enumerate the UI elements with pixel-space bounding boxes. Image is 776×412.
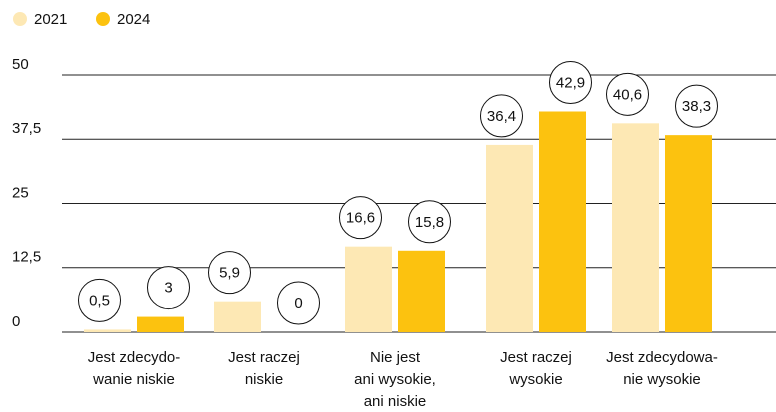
legend-label: 2024	[117, 11, 150, 28]
bar	[214, 301, 261, 332]
y-tick-label: 25	[12, 184, 29, 201]
value-label: 16,6	[346, 210, 375, 227]
x-tick-label: wysokie	[508, 371, 562, 388]
value-badge	[675, 84, 718, 128]
legend-swatch	[13, 12, 27, 26]
x-tick-label: wanie niskie	[92, 371, 175, 388]
x-tick-label: Jest raczej	[228, 349, 300, 366]
bar	[665, 135, 712, 332]
value-badge	[408, 200, 451, 244]
x-tick-label: nie wysokie	[623, 371, 701, 388]
value-label: 15,8	[415, 214, 444, 231]
bar	[612, 123, 659, 332]
value-label: 0	[294, 295, 302, 312]
bar	[398, 250, 445, 332]
x-tick-label: niskie	[245, 371, 283, 388]
value-badge	[78, 278, 121, 322]
x-tick-label: Jest raczej	[500, 349, 572, 366]
x-tick-label: Jest zdecydowa-	[606, 349, 718, 366]
bar	[486, 144, 533, 332]
y-tick-label: 37,5	[12, 120, 41, 137]
value-badge	[277, 281, 320, 325]
value-label: 0,5	[89, 292, 110, 309]
value-badge	[480, 94, 523, 138]
value-label: 36,4	[487, 108, 516, 125]
value-label: 42,9	[556, 74, 585, 91]
bar	[137, 316, 184, 332]
bar	[84, 329, 131, 332]
y-tick-label: 12,5	[12, 249, 41, 266]
y-tick-label: 0	[12, 313, 20, 330]
legend-swatch	[96, 12, 110, 26]
x-tick-label: ani niskie	[364, 393, 427, 410]
bar	[345, 246, 392, 332]
value-badge	[606, 72, 649, 116]
value-label: 40,6	[613, 86, 642, 103]
bar	[539, 111, 586, 332]
value-label: 3	[164, 280, 172, 297]
value-label: 5,9	[219, 265, 240, 282]
value-badge	[208, 251, 251, 295]
value-label: 38,3	[682, 98, 711, 115]
value-badge	[339, 196, 382, 240]
value-badge	[147, 266, 190, 310]
y-tick-label: 50	[12, 56, 29, 73]
x-tick-label: Jest zdecydo-	[88, 349, 181, 366]
legend-label: 2021	[34, 11, 67, 28]
value-badge	[549, 60, 592, 104]
x-tick-label: Nie jest	[370, 349, 421, 366]
x-tick-label: ani wysokie,	[354, 371, 436, 388]
